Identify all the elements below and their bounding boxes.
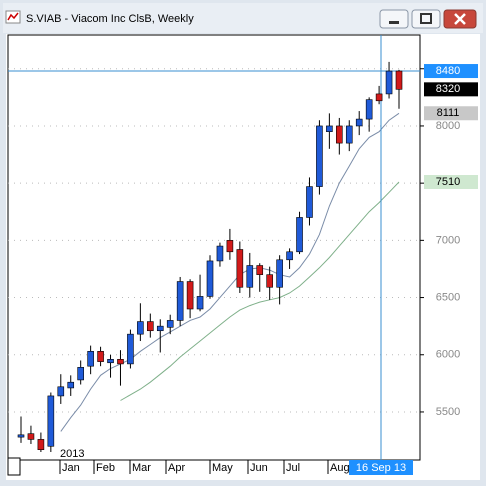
candle-body [276,259,283,288]
candle-body [186,281,194,310]
price-label: 8320 [436,83,460,95]
candle-body [117,359,124,365]
y-tick-label: 6500 [436,291,460,303]
candle-body [27,433,35,440]
close-button[interactable] [443,9,477,29]
candle-body [67,381,75,389]
price-label-box [424,106,478,121]
maximize-button[interactable] [411,9,441,29]
minimize-button[interactable] [379,9,409,29]
candle-body [176,281,184,321]
candle-body [306,186,313,218]
candle-body [196,296,204,310]
candle-body [236,249,244,288]
candle-body [336,125,343,144]
candle-body [326,125,333,132]
y-tick-label: 6000 [436,349,460,361]
candle-body [266,274,273,288]
x-tick-label: Mar [132,462,151,474]
price-label: 7510 [436,176,460,188]
moving-average [120,181,400,401]
candle-body [385,70,393,95]
candle-body [226,240,234,253]
candle-body [246,265,254,288]
candle-body [256,265,264,275]
y-tick-label: 7000 [436,234,460,246]
crosshair-date-box [349,460,413,475]
candle-body [47,395,55,447]
candle-body [365,99,373,120]
candle-body [57,386,65,397]
plot-area [7,34,421,461]
candle-body [147,321,154,332]
candle-body [137,321,144,335]
moving-average [60,112,400,432]
corner-box [7,457,21,476]
candle-body [316,125,323,187]
y-tick-label: 5500 [436,406,460,418]
candle-body [37,439,45,451]
x-tick-label: Jun [250,462,268,474]
price-label-box [424,82,478,97]
candle-body [206,260,214,297]
candle-body [216,245,224,262]
candle-body [97,351,104,362]
price-label-box [424,64,478,79]
app-icon [5,10,21,24]
y-tick-label: 8000 [436,120,460,132]
candle-body [395,70,403,90]
candle-body [166,320,174,328]
price-label: 8111 [437,107,460,119]
candle-body [375,93,383,102]
candle-body [296,217,303,253]
candle-body [156,325,164,332]
x-tick-label: Feb [96,462,115,474]
window-title: S.VIAB - Viacom Inc ClsB, Weekly [26,13,194,25]
crosshair-date-label: 16 Sep 13 [356,462,406,474]
x-tick-label: Apr [168,462,185,474]
x-tick-label: Jul [286,462,300,474]
candle-body [127,333,134,365]
year-label: 2013 [60,448,84,460]
candle-body [107,359,114,364]
candle-body [87,351,94,367]
x-tick-label: Jan [62,462,80,474]
candle-body [345,125,353,144]
price-label-box [424,175,478,190]
x-tick-label: May [212,462,233,474]
candle-body [77,367,84,381]
candle-body [355,118,363,127]
x-tick-label: Aug [330,462,350,474]
candle-body [286,251,293,261]
price-label: 8480 [436,65,460,77]
candle-body [17,434,25,438]
